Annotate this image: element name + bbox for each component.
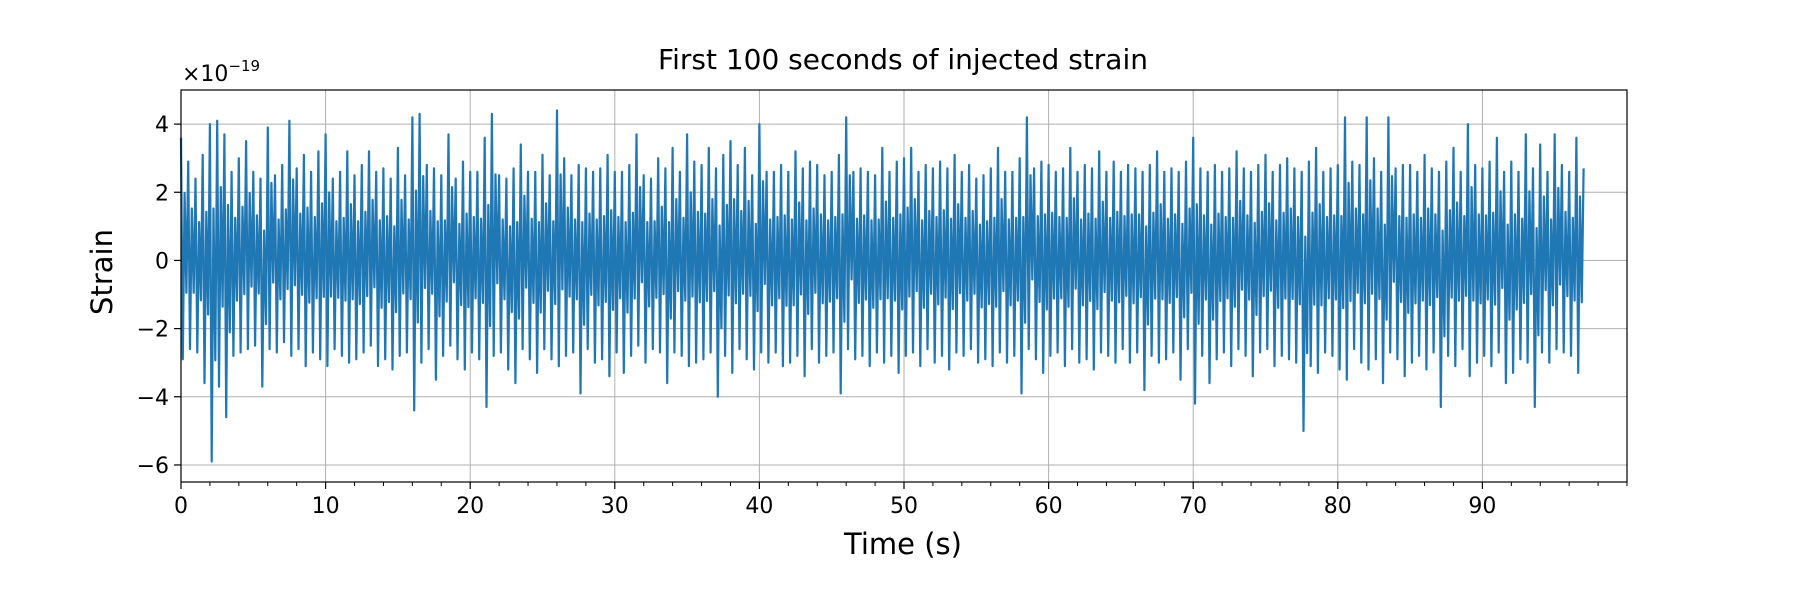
- y-tick-label: −2: [137, 318, 169, 343]
- y-tick-label: −4: [137, 386, 169, 411]
- y-axis-label: Strain: [85, 229, 119, 315]
- x-tick-label: 40: [745, 494, 773, 519]
- y-tick-label: 0: [155, 249, 169, 274]
- x-tick-label: 0: [174, 494, 188, 519]
- x-tick-label: 30: [601, 494, 629, 519]
- strain-series-line: [179, 109, 1585, 463]
- series-layer: [179, 109, 1585, 463]
- x-tick-label: 80: [1324, 494, 1352, 519]
- x-axis-label: Time (s): [843, 527, 962, 561]
- x-tick-label: 10: [312, 494, 340, 519]
- y-tick-label: −6: [137, 454, 169, 479]
- chart-title: First 100 seconds of injected strain: [658, 43, 1148, 76]
- x-tick-label: 60: [1035, 494, 1063, 519]
- y-offset-label: ×10−19: [182, 57, 260, 87]
- axis-ticks: 0 10 20 30 40 50 60 70 80 90 −6 −4 −2 0 2 4: [137, 113, 1628, 519]
- y-tick-label: 4: [155, 113, 169, 138]
- x-tick-label: 90: [1468, 494, 1496, 519]
- y-tick-label: 2: [155, 181, 169, 206]
- x-tick-label: 20: [456, 494, 484, 519]
- x-tick-label: 50: [890, 494, 918, 519]
- x-tick-label: 70: [1179, 494, 1207, 519]
